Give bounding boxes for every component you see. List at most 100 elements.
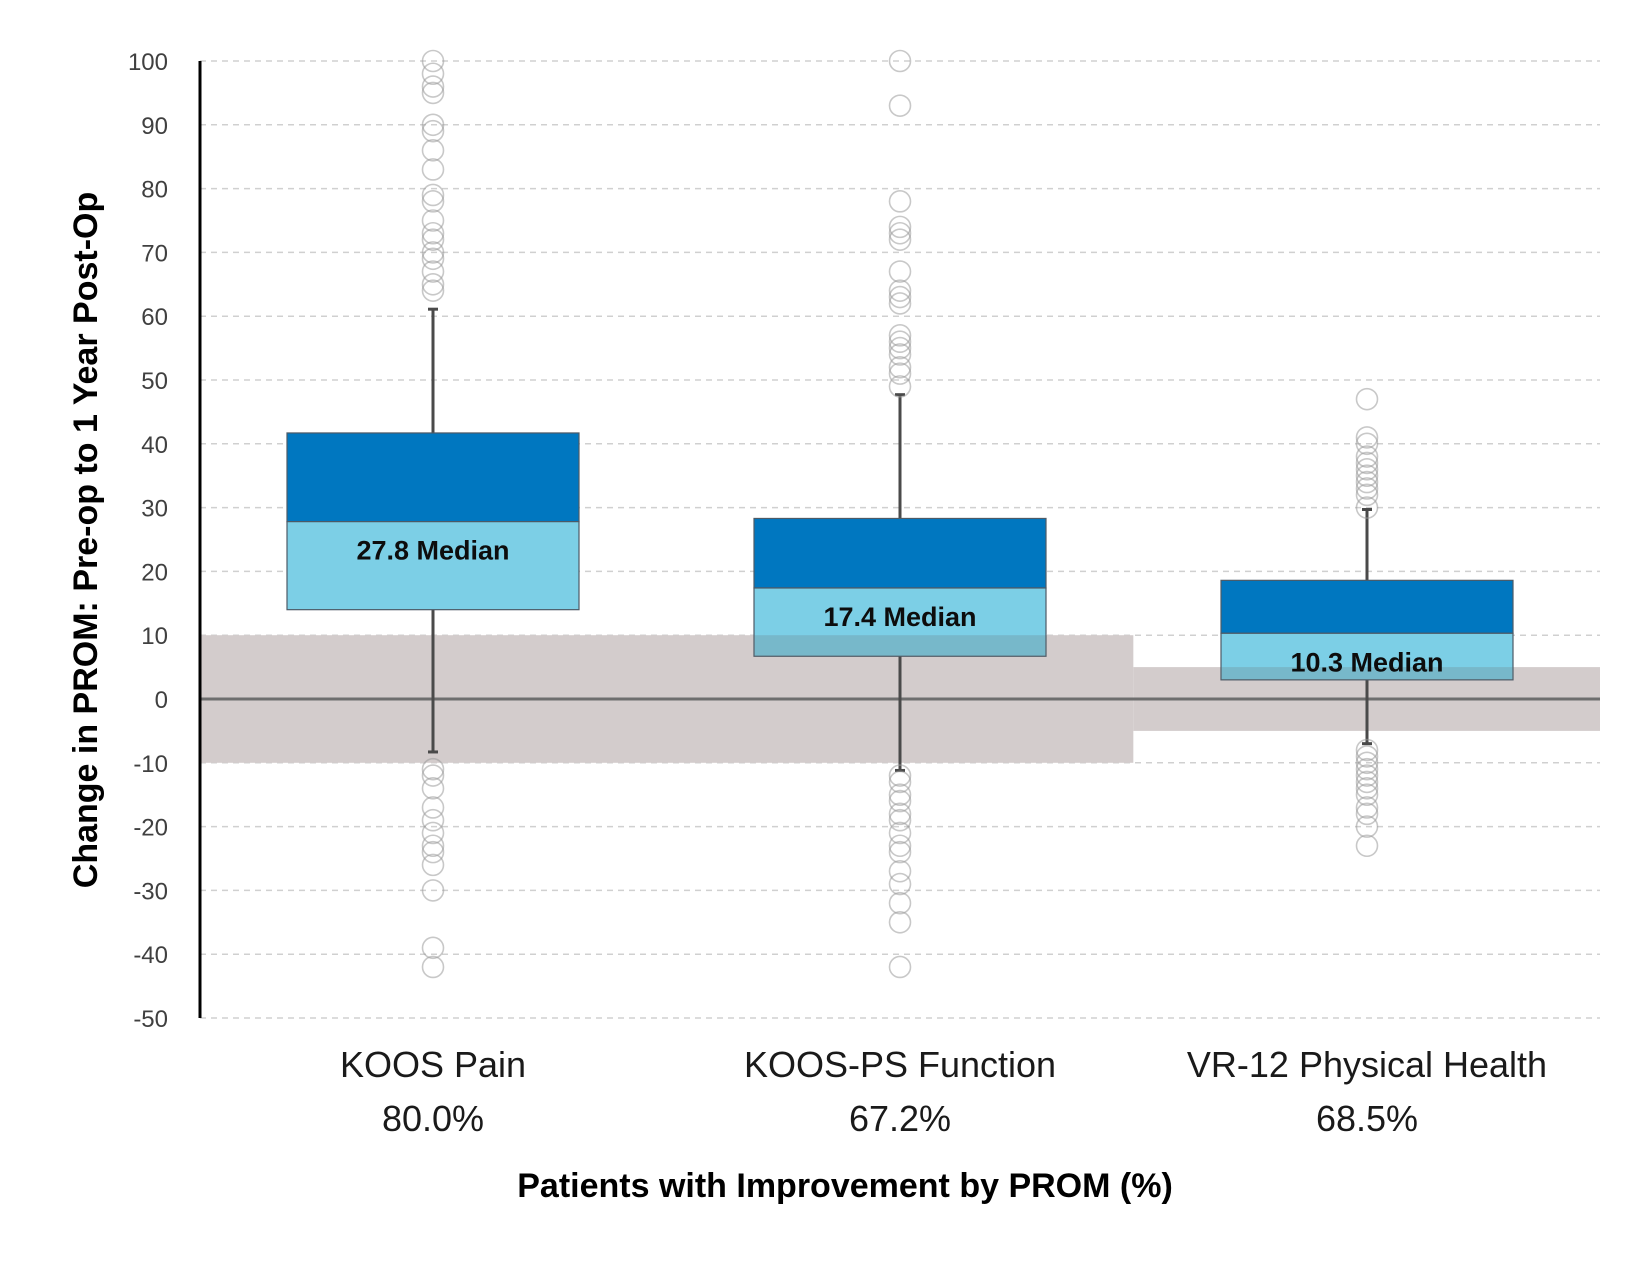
outlier-point — [1355, 738, 1379, 762]
outlier-point — [421, 247, 445, 271]
outlier-point — [421, 81, 445, 105]
outlier-point — [888, 891, 912, 915]
outlier-point — [888, 783, 912, 807]
outlier-point — [888, 355, 912, 379]
outlier-point — [421, 777, 445, 800]
outlier-point — [1355, 815, 1379, 838]
outlier-point — [888, 228, 912, 251]
outlier-point — [421, 821, 445, 845]
outlier-point — [888, 279, 912, 302]
outlier-point — [888, 190, 912, 213]
outlier-point — [421, 113, 445, 137]
outlier-point — [1355, 464, 1379, 488]
outlier-point — [888, 821, 912, 845]
outlier-point — [421, 139, 445, 162]
y-tick-label: 10 — [141, 623, 168, 650]
outlier-point — [421, 241, 445, 264]
outlier-point — [1355, 745, 1379, 768]
outlier-point — [421, 209, 445, 232]
median-label: 10.3 Median — [1290, 647, 1443, 677]
outlier-point — [1355, 802, 1379, 826]
category-label: VR-12 Physical Health — [1187, 1044, 1547, 1085]
outliers — [421, 49, 1379, 979]
outlier-point — [888, 215, 912, 239]
median-label: 27.8 Median — [356, 536, 509, 566]
outlier-point — [421, 279, 445, 302]
outlier-point — [421, 75, 445, 98]
outlier-point — [888, 789, 912, 813]
category-label: KOOS-PS Function — [744, 1044, 1056, 1085]
outlier-point — [1355, 432, 1379, 456]
outlier-point — [888, 802, 912, 826]
upper-box — [753, 517, 1047, 589]
outlier-point — [421, 272, 445, 296]
y-tick-label: 20 — [141, 559, 168, 586]
outlier-point — [888, 336, 912, 360]
lower-box — [753, 587, 1047, 657]
band-overlap — [1221, 667, 1513, 680]
category-percent: 68.5% — [1316, 1098, 1418, 1139]
median-label: 17.4 Median — [823, 602, 976, 632]
outlier-point — [1355, 458, 1379, 481]
band-overlap — [754, 635, 1046, 657]
y-tick-label: -50 — [133, 1006, 168, 1033]
y-tick-label: 70 — [141, 240, 168, 267]
outlier-point — [888, 285, 912, 309]
outlier-point — [1355, 483, 1379, 507]
y-tick-label: 90 — [141, 113, 168, 140]
outlier-point — [1355, 496, 1379, 519]
outlier-point — [888, 49, 912, 73]
outlier-point — [888, 872, 912, 896]
outlier-point — [421, 183, 445, 207]
y-axis-title: Change in PROM: Pre-op to 1 Year Post-Op — [67, 192, 105, 888]
lower-box — [1220, 632, 1514, 681]
outlier-point — [888, 375, 912, 398]
outlier-point — [421, 190, 445, 213]
outlier-point — [421, 764, 445, 787]
outlier-point — [888, 910, 912, 934]
outlier-point — [421, 228, 445, 251]
outlier-point — [1355, 834, 1379, 858]
outlier-point — [421, 853, 445, 877]
outlier-point — [1355, 751, 1379, 775]
outlier-point — [888, 260, 912, 283]
y-tick-label: 100 — [128, 49, 168, 76]
category-percent: 80.0% — [382, 1098, 484, 1139]
outlier-point — [421, 260, 445, 283]
boxes — [286, 432, 1514, 681]
y-tick-label: 0 — [155, 687, 168, 714]
outlier-point — [888, 955, 912, 979]
outlier-point — [421, 158, 445, 181]
outlier-point — [421, 62, 445, 86]
outlier-point — [421, 955, 445, 979]
outlier-point — [421, 840, 445, 864]
outlier-point — [421, 49, 445, 73]
outlier-point — [888, 324, 912, 347]
outlier-point — [1355, 796, 1379, 819]
y-tick-label: -40 — [133, 942, 168, 969]
outlier-point — [888, 292, 912, 315]
outlier-point — [888, 808, 912, 832]
outlier-point — [421, 808, 445, 832]
outlier-point — [1355, 783, 1379, 807]
outlier-point — [1355, 477, 1379, 500]
y-tick-label: -20 — [133, 815, 168, 842]
y-tick-label: 30 — [141, 496, 168, 523]
upper-box — [1220, 579, 1514, 634]
outlier-point — [421, 796, 445, 819]
outlier-point — [888, 764, 912, 787]
outlier-point — [421, 119, 445, 143]
outlier-point — [1355, 777, 1379, 800]
outlier-point — [1355, 770, 1379, 794]
y-tick-label: 40 — [141, 432, 168, 459]
outlier-point — [888, 221, 912, 245]
outlier-point — [888, 834, 912, 858]
x-axis-title: Patients with Improvement by PROM (%) — [517, 1167, 1173, 1205]
labels: 1009080706050403020100-10-20-30-40-5027.… — [128, 49, 1547, 1139]
y-tick-label: -30 — [133, 878, 168, 905]
outlier-point — [888, 343, 912, 366]
outlier-point — [888, 94, 912, 117]
outlier-point — [1355, 757, 1379, 781]
y-tick-label: 60 — [141, 304, 168, 331]
